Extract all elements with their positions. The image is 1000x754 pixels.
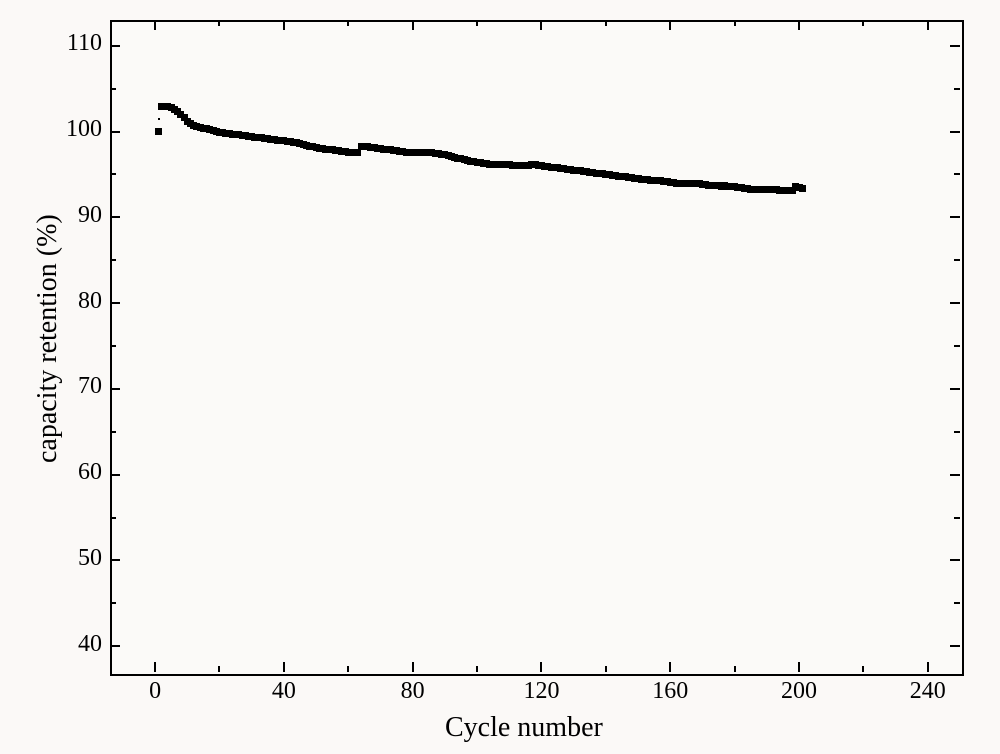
y-minor-tick — [110, 431, 116, 433]
x-minor-tick — [734, 666, 736, 672]
x-tick — [669, 662, 671, 672]
x-minor-tick — [218, 666, 220, 672]
data-point — [155, 128, 162, 135]
y-tick — [950, 131, 960, 133]
x-minor-tick — [347, 666, 349, 672]
y-tick-label: 50 — [78, 545, 102, 572]
y-minor-tick — [110, 259, 116, 261]
x-tick-label: 200 — [769, 678, 829, 705]
y-minor-tick — [954, 345, 960, 347]
plot-area — [110, 20, 964, 676]
x-tick-label: 120 — [511, 678, 571, 705]
x-tick — [154, 20, 156, 30]
x-axis-label: Cycle number — [445, 712, 603, 744]
y-tick — [950, 302, 960, 304]
y-tick — [110, 302, 120, 304]
y-minor-tick — [110, 345, 116, 347]
x-tick — [283, 662, 285, 672]
y-tick-label: 110 — [67, 30, 102, 57]
x-minor-tick — [218, 20, 220, 26]
x-tick — [154, 662, 156, 672]
x-minor-tick — [862, 20, 864, 26]
y-tick-label: 90 — [78, 202, 102, 229]
y-tick-label: 40 — [78, 631, 102, 658]
x-tick — [927, 662, 929, 672]
y-minor-tick — [110, 88, 116, 90]
y-tick — [110, 645, 120, 647]
connector-dash — [158, 118, 160, 120]
x-tick-label: 240 — [898, 678, 958, 705]
x-tick-label: 160 — [640, 678, 700, 705]
data-point — [799, 185, 806, 192]
y-tick — [110, 559, 120, 561]
x-tick — [927, 20, 929, 30]
capacity-retention-chart: capacity retention (%) Cycle number 0 40 8… — [0, 0, 1000, 754]
y-minor-tick — [954, 602, 960, 604]
x-tick — [798, 662, 800, 672]
y-minor-tick — [110, 602, 116, 604]
y-tick — [950, 216, 960, 218]
y-minor-tick — [954, 88, 960, 90]
y-axis-label: capacity retention (%) — [32, 215, 64, 464]
x-minor-tick — [605, 20, 607, 26]
y-tick-label: 80 — [78, 288, 102, 315]
y-tick — [110, 216, 120, 218]
y-tick — [950, 474, 960, 476]
x-minor-tick — [476, 666, 478, 672]
x-tick — [412, 662, 414, 672]
y-tick — [110, 131, 120, 133]
y-tick — [950, 559, 960, 561]
x-tick — [540, 20, 542, 30]
x-tick — [283, 20, 285, 30]
x-tick-label: 40 — [254, 678, 314, 705]
x-minor-tick — [605, 666, 607, 672]
y-tick-label: 100 — [66, 116, 102, 143]
y-tick — [110, 45, 120, 47]
y-tick — [950, 388, 960, 390]
x-tick — [540, 662, 542, 672]
y-tick-label: 70 — [78, 373, 102, 400]
y-minor-tick — [954, 259, 960, 261]
y-minor-tick — [954, 173, 960, 175]
x-tick-label: 80 — [383, 678, 443, 705]
x-minor-tick — [734, 20, 736, 26]
y-minor-tick — [954, 517, 960, 519]
y-tick-label: 60 — [78, 459, 102, 486]
x-minor-tick — [476, 20, 478, 26]
y-tick — [110, 388, 120, 390]
x-tick — [412, 20, 414, 30]
y-minor-tick — [110, 517, 116, 519]
x-minor-tick — [347, 20, 349, 26]
x-tick — [669, 20, 671, 30]
x-minor-tick — [862, 666, 864, 672]
x-tick — [798, 20, 800, 30]
y-minor-tick — [954, 431, 960, 433]
data-point — [354, 149, 361, 156]
y-tick — [950, 45, 960, 47]
y-tick — [950, 645, 960, 647]
y-tick — [110, 474, 120, 476]
y-minor-tick — [110, 173, 116, 175]
x-tick-label: 0 — [125, 678, 185, 705]
